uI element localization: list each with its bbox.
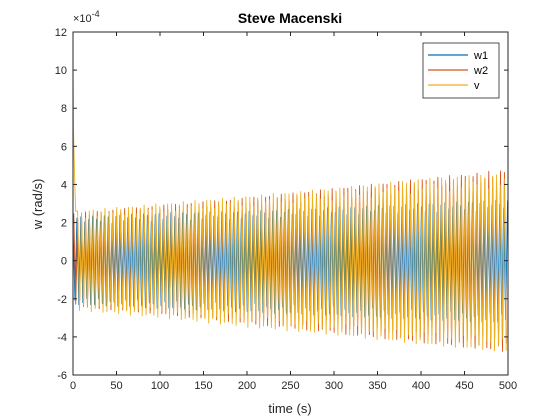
legend-label-w1: w1 xyxy=(473,50,488,62)
y-exponent-label: ×10-4 xyxy=(73,9,100,25)
y-tick-label: 6 xyxy=(61,141,67,153)
series-line-v xyxy=(72,60,507,352)
y-tick-label: 2 xyxy=(61,218,67,230)
y-tick-label: -4 xyxy=(57,332,67,344)
y-tick-label: 8 xyxy=(61,103,67,115)
x-tick-label: 450 xyxy=(455,380,473,392)
legend-items: w1 w2 v xyxy=(428,50,488,92)
x-tick-label: 200 xyxy=(238,380,256,392)
x-tick-label: 100 xyxy=(151,380,169,392)
x-tick-label: 250 xyxy=(281,380,299,392)
y-tick-label: -2 xyxy=(57,294,67,306)
y-tick-label: 12 xyxy=(55,27,67,39)
x-tick-label: 0 xyxy=(70,380,76,392)
y-tick-label: -6 xyxy=(57,370,67,382)
legend-label-v: v xyxy=(474,80,480,92)
x-tick-label: 50 xyxy=(110,380,122,392)
x-tick-label: 300 xyxy=(325,380,343,392)
y-tick-label: 10 xyxy=(55,65,67,77)
legend: w1 w2 v xyxy=(422,42,500,99)
y-axis-label: w (rad/s) xyxy=(30,179,45,231)
x-axis-label: time (s) xyxy=(268,401,311,416)
x-tick-label: 500 xyxy=(499,380,517,392)
legend-label-w2: w2 xyxy=(473,65,488,77)
y-tick-label: 0 xyxy=(61,256,67,268)
x-axis-ticks: 0 50 100 150 200 250 300 350 400 450 500 xyxy=(70,32,517,392)
y-exponent-base: ×10 xyxy=(73,13,92,25)
x-tick-label: 150 xyxy=(194,380,212,392)
y-axis-ticks: -6 -4 -2 0 2 4 6 8 10 12 xyxy=(55,27,508,382)
x-tick-label: 400 xyxy=(412,380,430,392)
x-tick-label: 350 xyxy=(368,380,386,392)
series-layer xyxy=(72,60,509,352)
chart-title: Steve Macenski xyxy=(238,10,342,26)
y-tick-label: 4 xyxy=(61,179,67,191)
y-exponent-power: -4 xyxy=(92,9,100,19)
